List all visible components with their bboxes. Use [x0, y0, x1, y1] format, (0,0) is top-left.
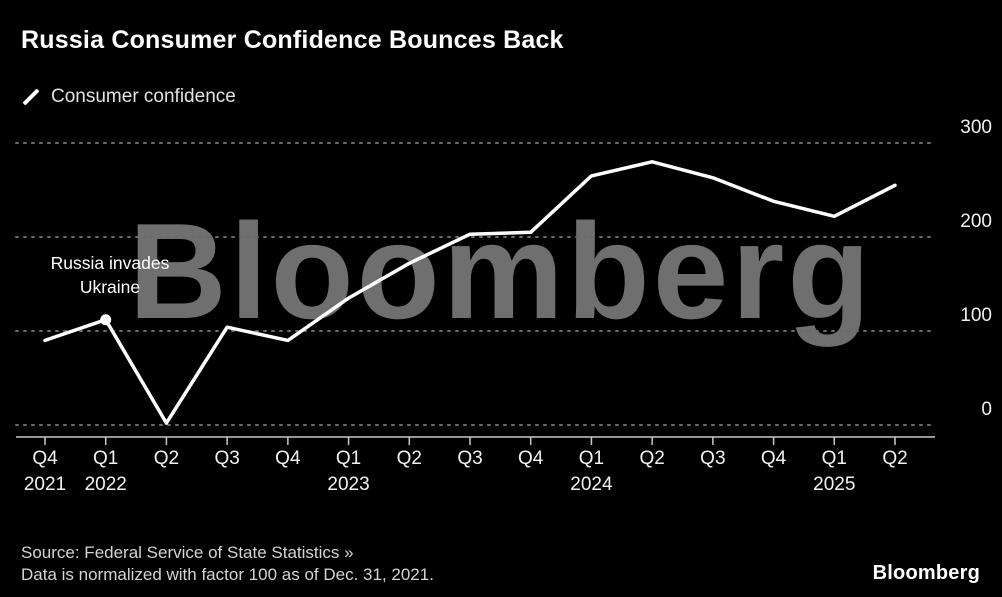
- annotation-marker-dot: [100, 314, 112, 326]
- x-axis-label-quarter: Q4: [518, 448, 544, 469]
- y-axis-label-100: 100: [960, 305, 992, 326]
- x-axis-label-quarter: Q1: [579, 448, 604, 469]
- x-axis-label-quarter: Q1: [93, 448, 118, 469]
- y-axis-label-300: 300: [960, 117, 992, 138]
- bloomberg-logo: Bloomberg: [872, 562, 980, 584]
- x-axis-label-quarter: Q3: [700, 448, 725, 469]
- x-axis-label-quarter: Q4: [32, 448, 58, 469]
- x-axis-label-quarter: Q4: [275, 448, 301, 469]
- chart-title: Russia Consumer Confidence Bounces Back: [21, 26, 564, 54]
- annotation-line1: Russia invades: [50, 253, 170, 273]
- x-axis-label-year-2025: 2025: [813, 474, 855, 495]
- x-axis-label-quarter: Q4: [761, 448, 787, 469]
- footnote-text: Data is normalized with factor 100 as of…: [21, 565, 434, 585]
- x-axis-label-quarter: Q2: [397, 448, 422, 469]
- x-axis-label-year-2021: 2021: [24, 474, 66, 495]
- annotation-line2: Ukraine: [79, 276, 141, 297]
- x-axis-label-year-2024: 2024: [570, 474, 613, 495]
- x-axis-label-year-2023: 2023: [327, 474, 369, 495]
- legend: Consumer confidence: [21, 86, 236, 108]
- y-axis-label-0: 0: [981, 399, 992, 420]
- consumer-confidence-line: [43, 160, 897, 425]
- x-axis-label-quarter: Q2: [882, 448, 907, 469]
- source-text: Source: Federal Service of State Statist…: [21, 542, 354, 562]
- x-axis-label-quarter: Q3: [457, 448, 482, 469]
- bloomberg-watermark: Bloomberg: [128, 195, 874, 347]
- x-axis-label-year-2022: 2022: [85, 474, 127, 495]
- y-axis-label-200: 200: [960, 211, 992, 232]
- x-axis-label-quarter: Q2: [639, 448, 664, 469]
- annotation-russia-invades: Russia invades Ukraine: [24, 252, 196, 299]
- legend-label: Consumer confidence: [51, 86, 236, 107]
- x-axis-label-quarter: Q3: [214, 448, 239, 469]
- x-axis-label-quarter: Q1: [336, 448, 361, 469]
- x-axis-label-quarter: Q2: [154, 448, 179, 469]
- x-axis-label-quarter: Q1: [822, 448, 847, 469]
- footer: Source: Federal Service of State Statist…: [21, 542, 434, 587]
